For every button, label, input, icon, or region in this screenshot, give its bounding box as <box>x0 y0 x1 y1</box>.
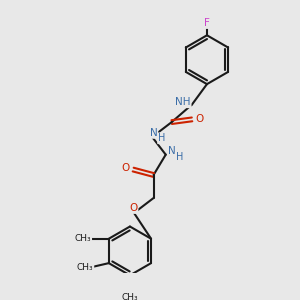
Text: O: O <box>122 163 130 173</box>
Text: CH₃: CH₃ <box>77 263 94 272</box>
Text: H: H <box>176 152 183 162</box>
Text: O: O <box>129 203 138 213</box>
Text: NH: NH <box>175 97 191 107</box>
Text: F: F <box>204 18 210 28</box>
Text: N: N <box>150 128 158 138</box>
Text: N: N <box>168 146 176 156</box>
Text: H: H <box>158 134 165 143</box>
Text: CH₃: CH₃ <box>75 234 91 243</box>
Text: CH₃: CH₃ <box>122 293 138 300</box>
Text: O: O <box>196 114 204 124</box>
